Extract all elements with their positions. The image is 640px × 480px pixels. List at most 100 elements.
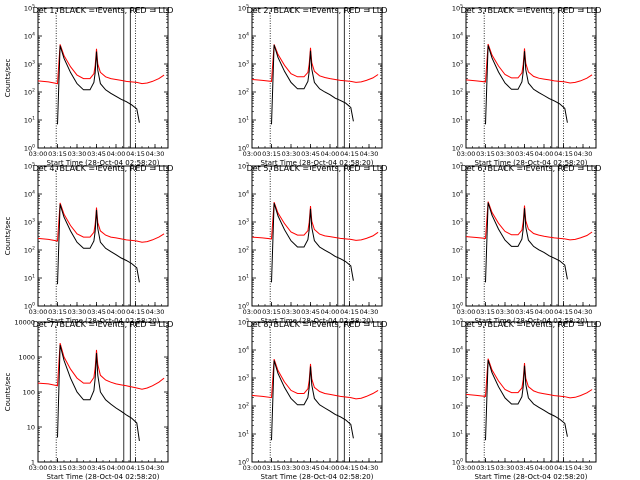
- y-tick-label: 101: [24, 116, 35, 125]
- x-tick-label: 03:30: [496, 150, 515, 158]
- y-tick-label: 104: [452, 32, 463, 41]
- y-axis-label: Counts/sec: [4, 217, 12, 256]
- x-tick-label: 03:45: [301, 150, 320, 158]
- x-axis-label: Start Time (28-Oct-04 02:58:20): [475, 317, 588, 325]
- x-tick-label: 04:30: [574, 150, 593, 158]
- y-tick-label: 101: [24, 274, 35, 283]
- y-tick-label: 100: [238, 302, 249, 311]
- x-tick-label: 03:00: [457, 464, 476, 472]
- y-tick-label: 104: [238, 32, 249, 41]
- x-axis-label: Start Time (28-Oct-04 02:58:20): [47, 159, 160, 167]
- y-tick-label: 100: [238, 144, 249, 153]
- x-axis-label: Start Time (28-Oct-04 02:58:20): [261, 317, 374, 325]
- chart-title: Det 9, BLACK = Events, RED = LLD: [461, 320, 602, 329]
- y-tick-label: 103: [24, 218, 35, 227]
- y-tick-label: 1: [31, 459, 35, 467]
- y-tick-label: 100: [23, 389, 35, 397]
- panel-det-6: Det 6, BLACK = Events, RED = LLD Start Ti…: [452, 162, 602, 326]
- x-axis-label: Start Time (28-Oct-04 02:58:20): [261, 473, 374, 480]
- y-tick-label: 104: [452, 346, 463, 355]
- x-tick-label: 03:00: [29, 308, 48, 316]
- x-tick-label: 03:45: [301, 308, 320, 316]
- y-tick-label: 103: [238, 60, 249, 69]
- panel-det-7: Det 7, BLACK = Events, RED = LLD Counts/s…: [4, 319, 173, 480]
- y-tick-label: 102: [452, 88, 463, 97]
- y-tick-label: 104: [238, 346, 249, 355]
- x-axis-label: Start Time (28-Oct-04 02:58:20): [47, 317, 160, 325]
- x-tick-label: 04:15: [126, 150, 145, 158]
- y-tick-label: 101: [238, 274, 249, 283]
- y-axis-label: Counts/sec: [4, 59, 12, 98]
- x-tick-label: 03:00: [457, 150, 476, 158]
- x-tick-label: 04:00: [321, 308, 340, 316]
- series-line-lld: [37, 44, 165, 85]
- plot-frame: [37, 321, 169, 463]
- y-tick-label: 102: [238, 246, 249, 255]
- y-tick-label: 105: [238, 162, 249, 171]
- x-tick-label: 03:15: [48, 150, 67, 158]
- panel-det-1: Det 1, BLACK = Events, RED = LLD Counts/s…: [4, 4, 173, 168]
- y-tick-label: 104: [452, 190, 463, 199]
- x-tick-label: 03:45: [301, 464, 320, 472]
- series-line-events: [485, 359, 568, 441]
- x-tick-label: 03:15: [262, 464, 281, 472]
- x-tick-label: 03:15: [476, 464, 495, 472]
- y-tick-label: 102: [24, 88, 35, 97]
- y-tick-label: 101: [238, 430, 249, 439]
- x-tick-label: 04:15: [554, 150, 573, 158]
- chart-title: Det 6, BLACK = Events, RED = LLD: [461, 164, 602, 173]
- y-tick-label: 1000: [18, 354, 35, 362]
- x-tick-label: 04:15: [126, 308, 145, 316]
- x-axis-label: Start Time (28-Oct-04 02:58:20): [47, 473, 160, 480]
- series-line-events: [271, 360, 354, 441]
- x-tick-label: 03:00: [29, 464, 48, 472]
- x-tick-label: 04:30: [574, 308, 593, 316]
- x-tick-label: 04:00: [321, 464, 340, 472]
- y-tick-label: 10000: [14, 319, 35, 327]
- x-tick-label: 04:30: [360, 150, 379, 158]
- x-tick-label: 04:30: [360, 308, 379, 316]
- x-tick-label: 04:15: [554, 464, 573, 472]
- chart-title: Det 3, BLACK = Events, RED = LLD: [461, 6, 602, 15]
- y-tick-label: 102: [238, 402, 249, 411]
- x-tick-label: 04:00: [107, 464, 126, 472]
- x-tick-label: 03:15: [48, 308, 67, 316]
- x-tick-label: 04:30: [146, 464, 165, 472]
- y-tick-label: 101: [452, 430, 463, 439]
- y-tick-label: 103: [452, 218, 463, 227]
- x-tick-label: 04:30: [146, 308, 165, 316]
- series-line-events: [57, 45, 140, 125]
- x-tick-label: 03:30: [68, 464, 87, 472]
- chart-title: Det 4, BLACK = Events, RED = LLD: [33, 164, 174, 173]
- x-tick-label: 03:45: [87, 308, 106, 316]
- y-tick-label: 103: [24, 60, 35, 69]
- y-tick-label: 100: [24, 144, 35, 153]
- y-tick-label: 103: [452, 60, 463, 69]
- series-line-lld: [465, 201, 593, 241]
- y-tick-label: 105: [24, 4, 35, 13]
- y-tick-label: 102: [238, 88, 249, 97]
- series-line-lld: [37, 202, 165, 243]
- series-line-lld: [465, 43, 593, 84]
- y-tick-label: 100: [452, 458, 463, 467]
- y-tick-label: 105: [452, 4, 463, 13]
- y-tick-label: 102: [452, 246, 463, 255]
- x-tick-label: 03:45: [87, 464, 106, 472]
- x-axis-label: Start Time (28-Oct-04 02:58:20): [261, 159, 374, 167]
- x-tick-label: 04:00: [535, 308, 554, 316]
- chart-title: Det 8, BLACK = Events, RED = LLD: [247, 320, 388, 329]
- series-line-events: [57, 204, 140, 285]
- x-tick-label: 03:15: [48, 464, 67, 472]
- y-tick-label: 104: [24, 32, 35, 41]
- x-tick-label: 04:30: [360, 464, 379, 472]
- y-tick-label: 105: [238, 318, 249, 327]
- x-tick-label: 04:15: [126, 464, 145, 472]
- y-tick-label: 104: [238, 190, 249, 199]
- x-tick-label: 03:45: [515, 308, 534, 316]
- x-tick-label: 03:30: [282, 308, 301, 316]
- x-tick-label: 03:30: [496, 464, 515, 472]
